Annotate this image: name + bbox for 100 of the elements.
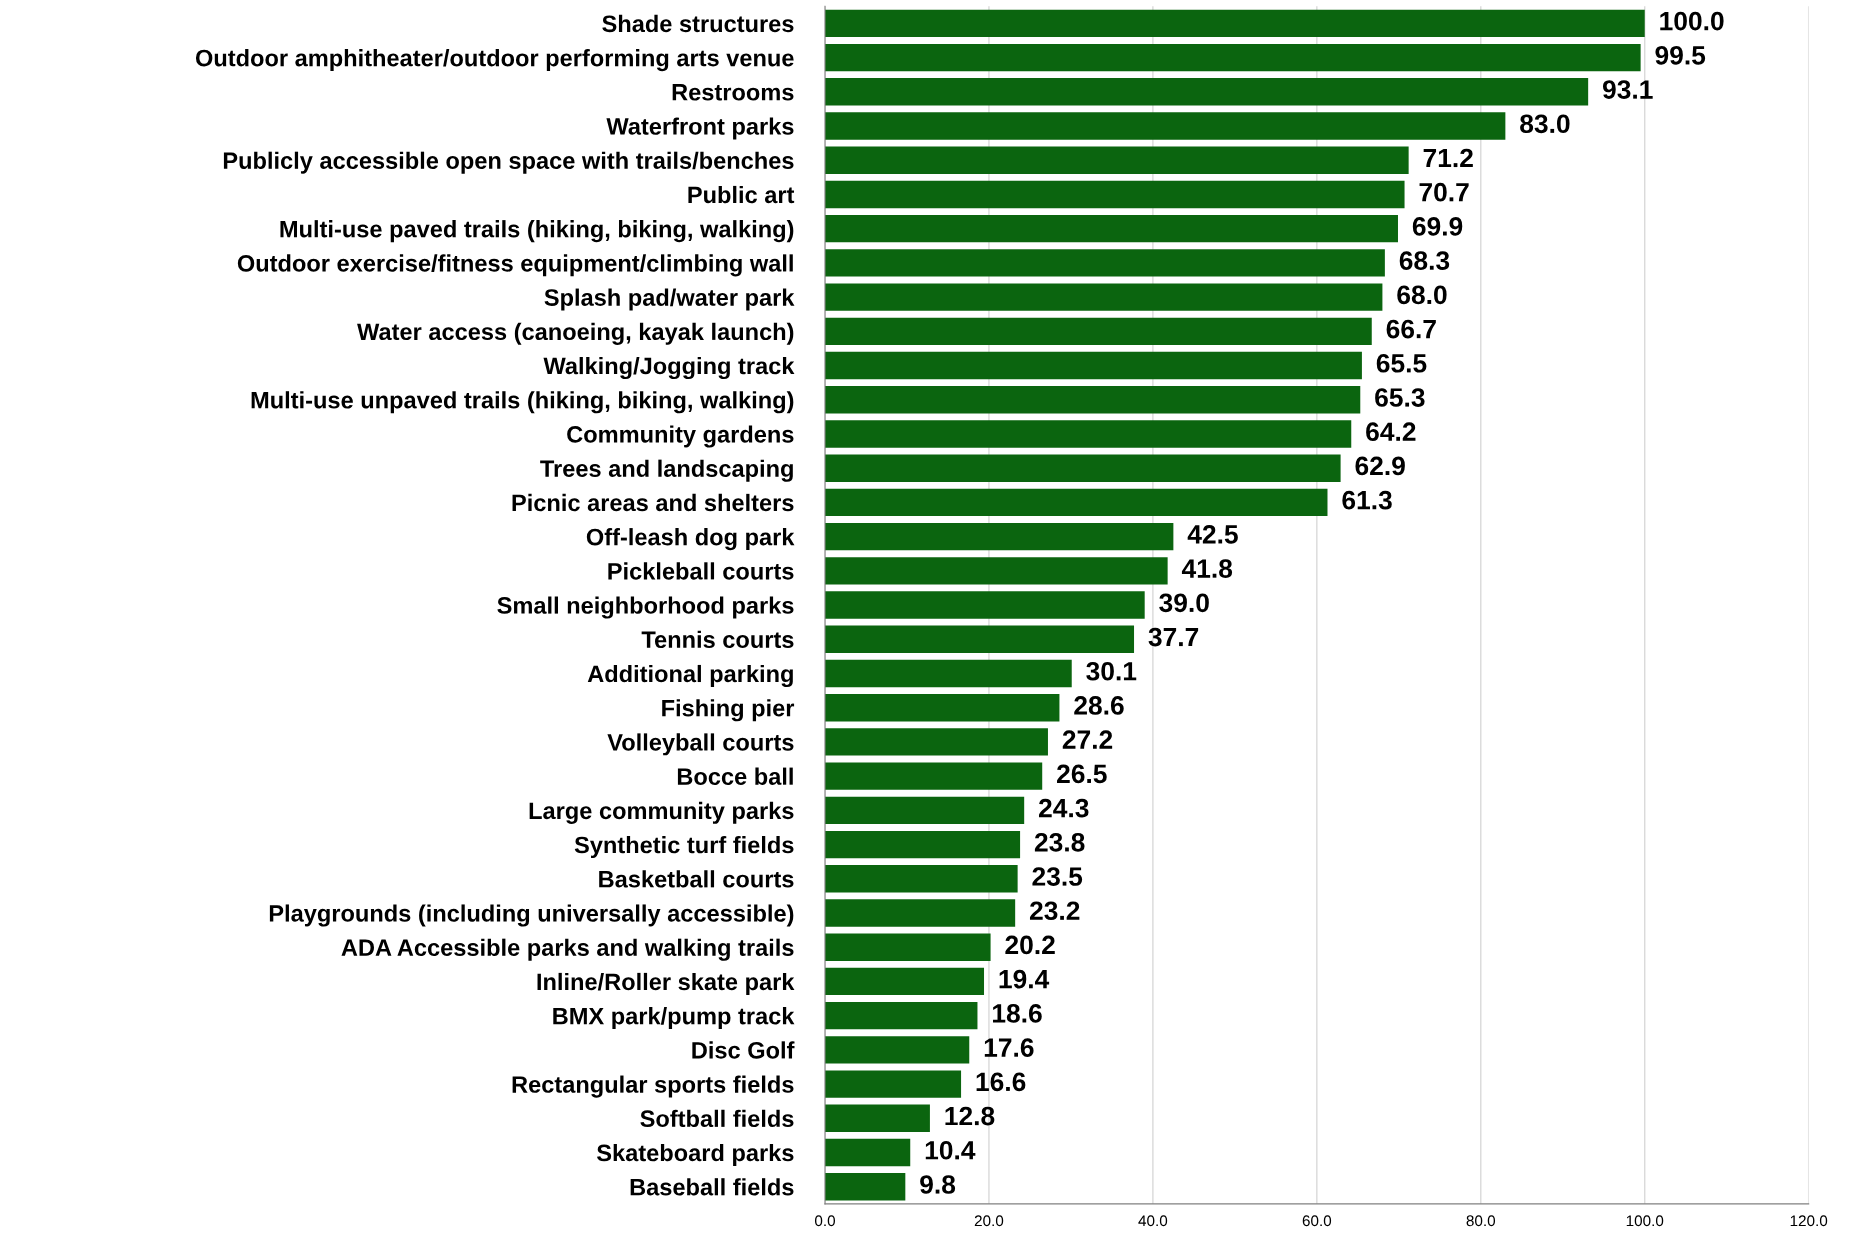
y-tick-label: Disc Golf (692, 1041, 795, 1059)
y-tick-label: Basketball courts (599, 870, 794, 888)
y-tick-label: Multi-use paved trails (hiking, biking, walking) (280, 220, 794, 243)
x-tick-label: 20.0 (974, 1215, 1004, 1227)
y-tick-label: Softball fields (640, 1109, 794, 1128)
bar (824, 180, 1405, 209)
y-tick-label: Community gardens (567, 425, 794, 448)
data-label: 9.8 (920, 1175, 956, 1194)
y-tick-label: Off-leash dog park (586, 528, 795, 551)
data-label: 10.4 (925, 1140, 976, 1160)
data-label: 61.3 (1342, 490, 1392, 510)
data-label: 39.0 (1159, 593, 1209, 613)
bar (824, 454, 1341, 482)
y-tick-label: ADA Accessible parks and walking trails (341, 938, 794, 961)
data-label: 37.7 (1148, 627, 1199, 647)
y-tick-label: Rectangular sports fields (512, 1075, 794, 1098)
data-label: 26.5 (1057, 764, 1107, 784)
data-label: 28.6 (1074, 696, 1124, 715)
y-tick-label: Bocce ball (677, 767, 793, 785)
bar (824, 386, 1361, 414)
data-label: 93.1 (1602, 80, 1653, 99)
data-label: 23.8 (1034, 832, 1085, 852)
bar (824, 796, 1025, 825)
data-label: 100.0 (1660, 11, 1724, 31)
y-tick-label: Additional parking (587, 664, 793, 688)
bar (824, 214, 1398, 243)
data-label: 16.6 (976, 1072, 1026, 1092)
bar (824, 522, 1174, 551)
data-label: 24.3 (1038, 798, 1089, 818)
bar (824, 899, 1016, 927)
y-tick-label: Water access (canoeing, kayak launch) (357, 322, 794, 345)
data-label: 12.8 (945, 1106, 995, 1126)
y-tick-label: Skateboard parks (596, 1143, 794, 1166)
bar (824, 78, 1589, 106)
data-label: 68.0 (1397, 285, 1447, 305)
bar (824, 694, 1060, 722)
x-tick-label: 80.0 (1466, 1215, 1496, 1227)
y-tick-label: Waterfront parks (606, 117, 794, 140)
data-label: 23.2 (1029, 901, 1080, 921)
x-tick-label: 60.0 (1302, 1215, 1332, 1227)
y-tick-label: Baseball fields (630, 1178, 794, 1196)
bar (824, 659, 1072, 688)
data-label: 83.0 (1520, 114, 1570, 134)
bar (824, 249, 1385, 277)
y-tick-label: Tennis courts (641, 630, 794, 649)
bar (824, 9, 1645, 38)
x-tick-label: 0.0 (814, 1215, 836, 1227)
y-tick-label: Volleyball courts (607, 733, 794, 756)
bar (824, 146, 1409, 174)
data-label: 41.8 (1181, 559, 1233, 578)
y-tick-label: Outdoor amphitheater/outdoor performing arts venue (195, 49, 794, 72)
data-label: 42.5 (1187, 525, 1238, 544)
y-tick-label: Public art (688, 185, 795, 204)
bar (824, 967, 985, 996)
bar (824, 488, 1328, 517)
data-label: 20.2 (1005, 935, 1055, 955)
x-tick-label: 40.0 (1138, 1215, 1168, 1227)
bar (824, 625, 1135, 653)
bar (824, 933, 991, 961)
data-label: 65.5 (1376, 353, 1427, 373)
bar (824, 830, 1021, 859)
bar (824, 1138, 911, 1167)
data-label: 17.6 (984, 1038, 1034, 1057)
x-tick-label: 120.0 (1790, 1215, 1828, 1227)
y-tick-label: Trees and landscaping (540, 459, 793, 482)
y-tick-label: Fishing pier (662, 699, 795, 722)
y-tick-label: Synthetic turf fields (574, 836, 794, 859)
y-tick-label: Picnic areas and shelters (512, 493, 794, 512)
data-label: 69.9 (1412, 217, 1463, 236)
data-label: 71.2 (1423, 148, 1473, 168)
y-tick-label: Outdoor exercise/fitness equipment/climbing wall (237, 254, 793, 277)
data-label: 64.2 (1366, 422, 1416, 442)
data-label: 27.2 (1062, 730, 1113, 749)
data-label: 62.9 (1355, 456, 1405, 476)
data-label: 66.7 (1386, 319, 1436, 339)
data-label: 30.1 (1086, 661, 1137, 681)
bar (824, 420, 1352, 448)
bar (824, 1001, 978, 1030)
bar (824, 591, 1145, 619)
y-tick-label: Splash pad/water park (544, 288, 795, 311)
bar (824, 283, 1383, 311)
data-label: 68.3 (1399, 251, 1450, 271)
y-tick-label: Walking/Jogging track (543, 356, 795, 380)
bar (824, 762, 1043, 790)
y-tick-label: Small neighborhood parks (497, 596, 794, 619)
data-label: 19.4 (999, 969, 1050, 989)
data-label: 70.7 (1419, 182, 1469, 202)
x-tick-label: 100.0 (1626, 1215, 1664, 1227)
data-label: 65.3 (1375, 388, 1425, 407)
y-tick-label: BMX park/pump track (553, 1007, 795, 1030)
bar (824, 728, 1048, 756)
y-tick-label: Inline/Roller skate park (537, 972, 795, 995)
data-label: 18.6 (993, 1004, 1042, 1023)
y-tick-label: Restrooms (672, 84, 794, 101)
bar (824, 865, 1018, 893)
y-tick-label: Large community parks (529, 801, 794, 824)
y-tick-label: Pickleball courts (608, 562, 794, 580)
bar (824, 112, 1506, 140)
bar (824, 557, 1168, 585)
bar (824, 1173, 906, 1201)
